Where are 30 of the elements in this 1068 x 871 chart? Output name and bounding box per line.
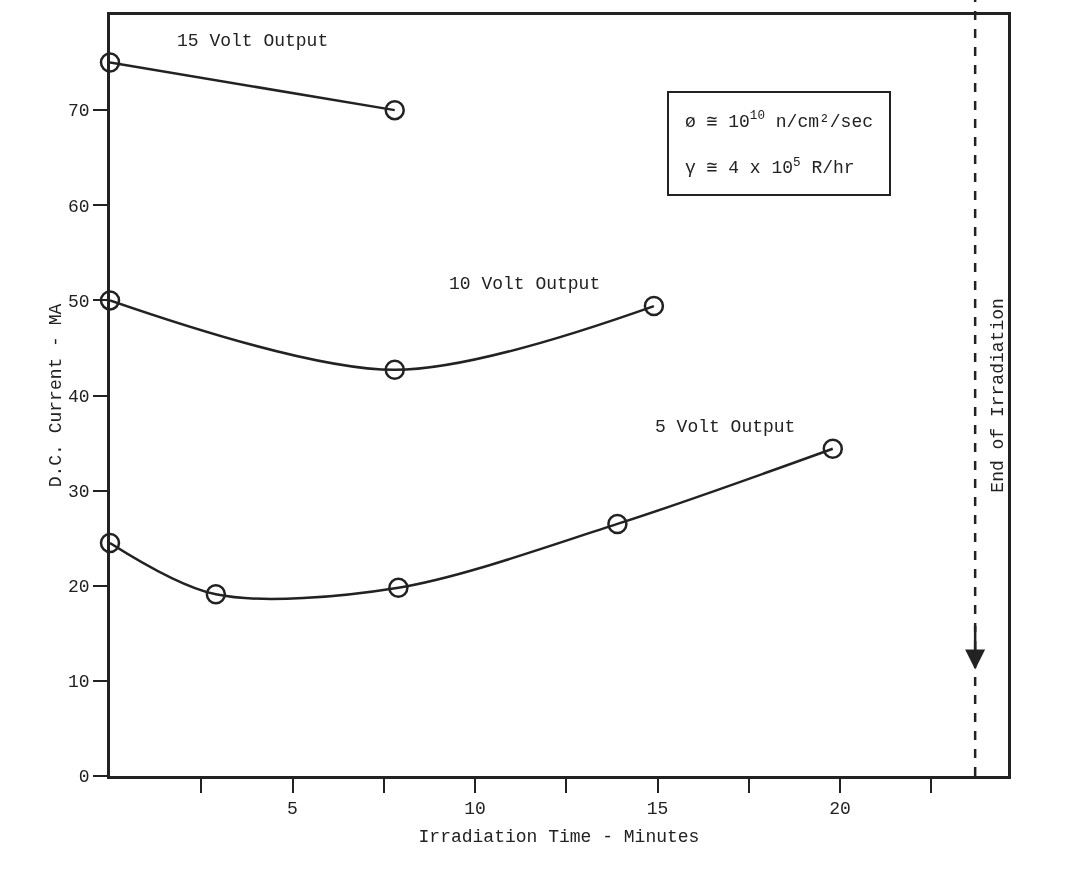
- point: [643, 295, 665, 317]
- point: [388, 577, 409, 598]
- series-label: 10 Volt Output: [449, 274, 601, 294]
- y-tick-label: 20: [68, 577, 90, 598]
- x-tick-label: 20: [829, 799, 851, 820]
- ref-line-label: End of Irradiation: [987, 298, 1008, 493]
- y-tick-label: 30: [68, 481, 90, 502]
- annotation: γ ≅ 4 x 10$^{5}$ R/hr: [685, 155, 855, 179]
- point: [99, 52, 121, 73]
- point: [205, 584, 227, 605]
- x-axis-title: Irradiation Time - Minutes: [418, 826, 700, 847]
- series-label: 5 Volt Output: [655, 417, 796, 437]
- point: [384, 99, 405, 121]
- y-tick-label: 40: [68, 386, 90, 407]
- x-tick-label: 15: [646, 799, 669, 820]
- point: [99, 532, 121, 554]
- y-tick-label: 50: [68, 291, 90, 312]
- y-tick-label: 0: [78, 767, 90, 788]
- y-tick-label: 10: [68, 672, 90, 693]
- x-tick-label: 5: [287, 799, 298, 820]
- y-tick-label: 60: [68, 196, 90, 217]
- y-axis-title: D.C. Current - MA: [46, 303, 67, 488]
- y-tick-label: 70: [68, 101, 90, 122]
- point: [822, 438, 844, 460]
- x-tick-label: 10: [464, 799, 486, 820]
- annotation: ø ≅ 10$^{10}$ n/cm²/sec: [685, 109, 874, 132]
- point: [607, 513, 628, 535]
- series-label: 15 Volt Output: [177, 31, 329, 51]
- point: [99, 290, 121, 311]
- point: [384, 359, 405, 381]
